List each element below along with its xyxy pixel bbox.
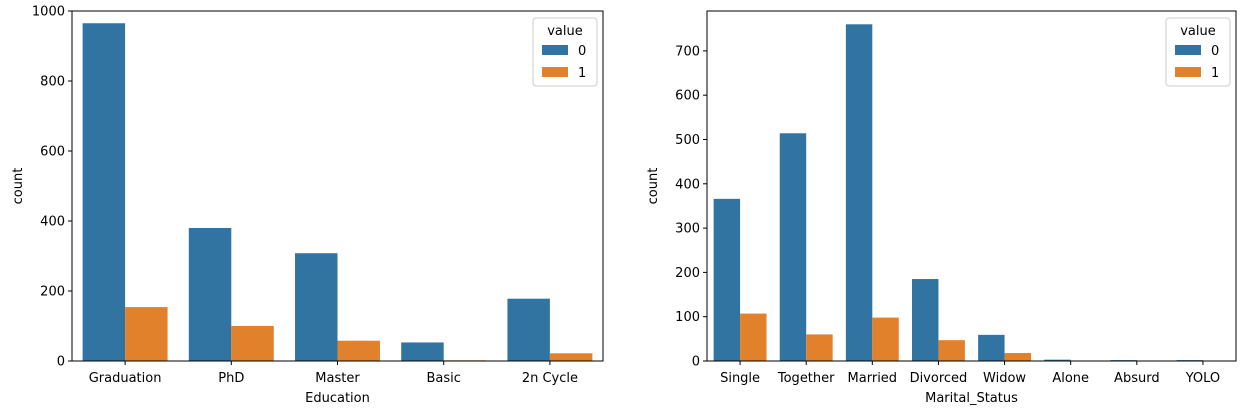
legend: value 0 1 (1165, 17, 1231, 87)
y-tick-label: 100 (675, 310, 700, 325)
bar-series-0 (507, 298, 550, 361)
legend-title: value (547, 24, 583, 39)
y-tick-label: 200 (675, 266, 700, 281)
legend-title: value (1180, 24, 1216, 39)
x-tick-label: Divorced (910, 371, 968, 386)
y-tick-label: 0 (692, 355, 700, 370)
x-axis-label: Marital_Status (925, 391, 1018, 406)
legend-label-0: 0 (1211, 44, 1219, 59)
y-tick-label: 1000 (32, 5, 65, 20)
bar-series-1 (337, 340, 380, 361)
x-tick-label: Single (720, 371, 760, 386)
bar-series-1 (1004, 353, 1032, 361)
legend: value 0 1 (532, 17, 598, 87)
bar-series-0 (82, 23, 126, 361)
y-tick-label: 400 (40, 215, 65, 230)
bar-series-0 (911, 279, 939, 361)
legend-swatch-0 (542, 45, 568, 55)
x-tick-label: YOLO (1185, 371, 1220, 386)
bar-series-1 (938, 340, 965, 361)
legend-swatch-1 (542, 67, 568, 77)
bar-series-1 (231, 326, 274, 361)
bar-series-1 (549, 353, 593, 361)
y-tick-label: 300 (675, 222, 700, 237)
y-tick-label: 200 (40, 285, 65, 300)
x-tick-label: Alone (1052, 371, 1089, 386)
legend-label-0: 0 (578, 44, 586, 59)
marital-status-count-chart: 0 100 200 300 400 500 600 700 Single Together Marr… (646, 10, 1237, 406)
bar-series-0 (845, 24, 873, 362)
y-tick-label: 600 (675, 89, 700, 104)
bar-series-0 (401, 342, 444, 361)
x-tick-label: Graduation (89, 371, 162, 386)
bar-series-0 (188, 228, 232, 361)
y-tick-label: 600 (40, 145, 65, 160)
plot-frame (71, 10, 604, 362)
x-tick-label: Married (848, 371, 898, 386)
legend-swatch-1 (1175, 67, 1201, 77)
bar-series-1 (740, 313, 767, 361)
bar-series-0 (295, 253, 338, 361)
y-axis-label: count (646, 168, 661, 205)
bar-series-0 (1044, 359, 1071, 361)
bar-series-1 (872, 317, 899, 361)
y-axis-label: count (11, 168, 26, 205)
y-tick-label: 800 (40, 75, 65, 90)
bar-series-0 (779, 133, 807, 361)
y-tick-label: 700 (675, 44, 700, 59)
x-tick-label: Widow (983, 371, 1026, 386)
bar-series-1 (125, 307, 168, 361)
legend-swatch-0 (1175, 45, 1201, 55)
bar-series-1 (806, 334, 833, 361)
education-count-chart: 0 200 400 600 800 1000 Graduation PhD Master Basi… (11, 5, 604, 406)
x-axis-label: Education (305, 391, 370, 406)
y-tick-label: 0 (57, 355, 65, 370)
x-tick-label: PhD (218, 371, 244, 386)
y-tick-label: 500 (675, 133, 700, 148)
bar-series-0 (713, 198, 741, 361)
y-tick-label: 400 (675, 177, 700, 192)
plot-frame (706, 10, 1237, 362)
legend-label-1: 1 (578, 66, 586, 81)
legend-label-1: 1 (1211, 66, 1219, 81)
x-tick-label: Absurd (1114, 371, 1160, 386)
x-tick-label: Together (777, 371, 835, 386)
x-tick-label: 2n Cycle (522, 371, 578, 386)
bar-series-0 (978, 334, 1005, 361)
x-tick-label: Master (315, 371, 360, 386)
x-tick-label: Basic (426, 371, 460, 386)
